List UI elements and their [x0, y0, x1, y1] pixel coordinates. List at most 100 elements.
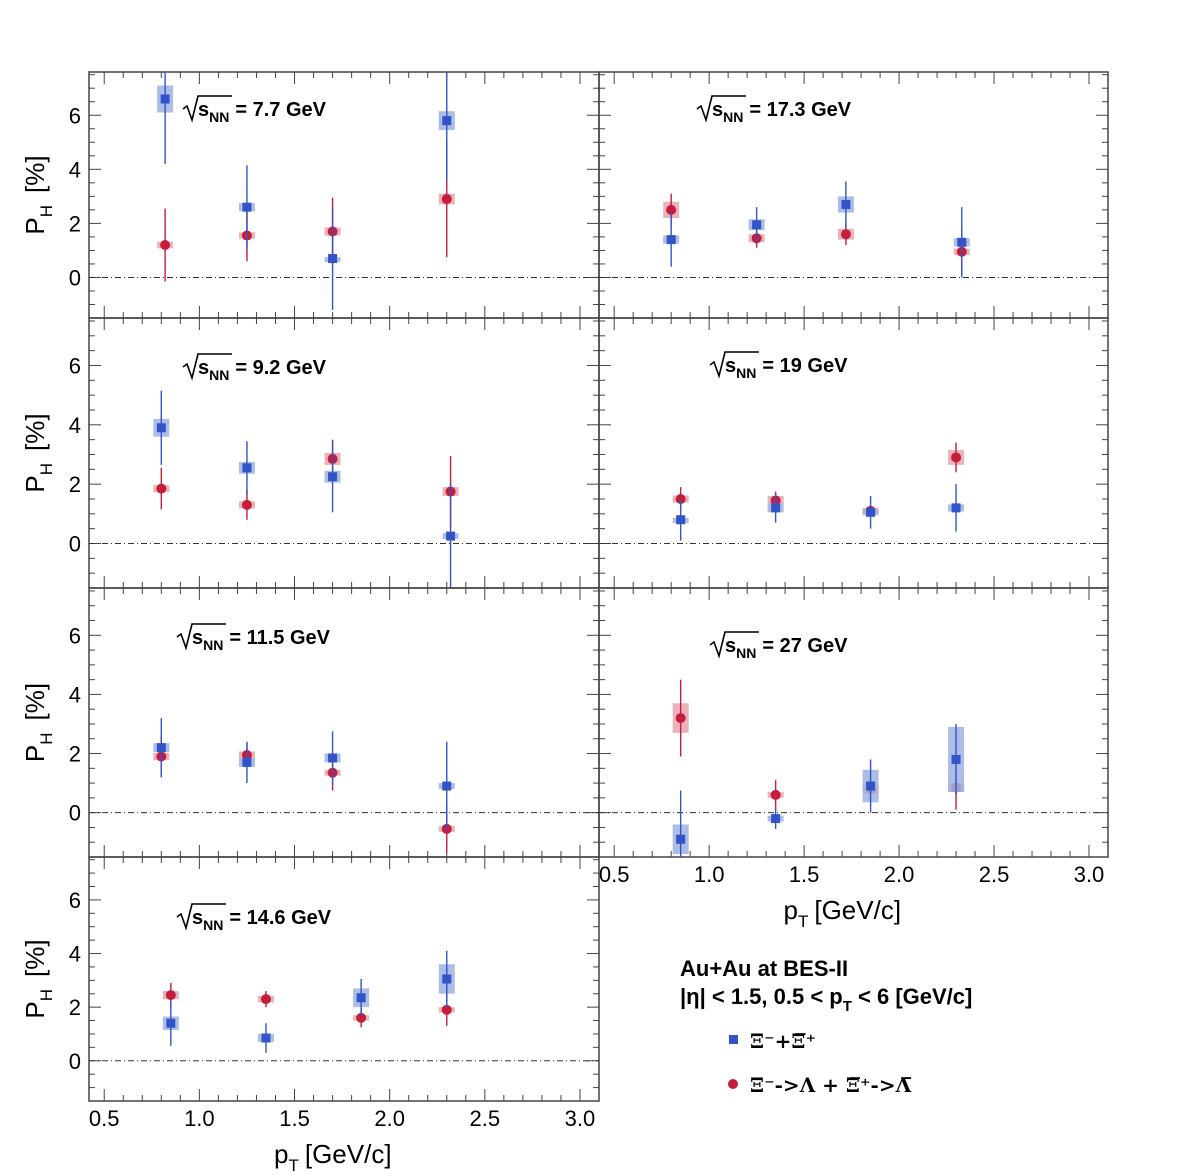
- energy-value: = 7.7 GeV: [235, 99, 326, 121]
- y-tick-label: 6: [69, 353, 81, 378]
- y-axis-title-main: P: [20, 1001, 50, 1018]
- energy-label: sNN = 14.6 GeV: [176, 903, 332, 933]
- xi-marker: [666, 235, 676, 245]
- xi-marker: [328, 254, 338, 264]
- xi-marker: [442, 116, 452, 126]
- energy-sub: NN: [736, 645, 756, 661]
- sqrt-symbol: [176, 623, 226, 651]
- energy-value: = 19 GeV: [762, 355, 848, 377]
- y-axis-title-sub: H: [37, 463, 56, 475]
- x-tick-label: 1.0: [184, 1106, 215, 1131]
- y-axis-title-main: P: [20, 217, 50, 234]
- y-axis-title-sub: H: [37, 989, 56, 1001]
- xi-marker: [771, 503, 781, 513]
- xi-marker: [951, 754, 961, 764]
- energy-value: = 27 GeV: [762, 635, 848, 657]
- panel-frame: [598, 71, 1109, 319]
- y-axis-title-main: P: [20, 475, 50, 492]
- y-tick-label: 0: [69, 801, 81, 826]
- panel-data: [672, 679, 965, 857]
- energy-sub: NN: [209, 367, 229, 383]
- energy-text: sNN = 7.7 GeV: [198, 99, 327, 125]
- y-tick-label: 0: [69, 1049, 81, 1074]
- lambda-marker: [241, 499, 252, 510]
- energy-label: sNN = 19 GeV: [709, 351, 848, 381]
- x-axis-title-main: p: [274, 1139, 288, 1169]
- xi-marker: [328, 753, 338, 763]
- x-tick-label: 3.0: [565, 1106, 596, 1131]
- panel-data: [663, 181, 970, 278]
- y-tick-label: 4: [69, 682, 81, 707]
- lambda-marker: [951, 452, 962, 463]
- x-tick-label: 0.5: [599, 862, 630, 887]
- y-axis-title-unit: [%]: [20, 939, 50, 977]
- energy-prefix: s: [725, 355, 736, 377]
- y-axis-title-sub: H: [37, 205, 56, 217]
- xi-marker: [356, 993, 366, 1003]
- x-tick-label: 2.5: [470, 1106, 501, 1131]
- lambda-marker: [675, 713, 686, 724]
- x-axis-title-main: p: [784, 895, 798, 925]
- energy-text: sNN = 11.5 GeV: [192, 627, 331, 653]
- energy-sub: NN: [723, 109, 743, 125]
- y-tick-label: 2: [69, 995, 81, 1020]
- y-tick-label: 4: [69, 413, 81, 438]
- x-tick-label: 2.0: [884, 862, 915, 887]
- energy-label: sNN = 9.2 GeV: [182, 353, 327, 383]
- xi-marker: [676, 834, 686, 844]
- y-axis-title: PH [%]: [20, 683, 56, 762]
- xi-marker: [841, 199, 851, 209]
- energy-value: = 9.2 GeV: [235, 357, 326, 379]
- xi-marker: [261, 1033, 271, 1043]
- lambda-marker: [441, 194, 452, 205]
- panel-frame: [598, 587, 1109, 858]
- y-axis-title: PH [%]: [20, 413, 56, 492]
- legend-marker-square: [729, 1035, 738, 1044]
- y-axis-title: PH [%]: [20, 155, 56, 234]
- x-tick-label: 1.5: [279, 1106, 310, 1131]
- xi-marker: [160, 94, 170, 104]
- panel-data: [153, 390, 459, 588]
- energy-value: = 17.3 GeV: [749, 99, 851, 121]
- y-tick-label: 6: [69, 623, 81, 648]
- xi-marker: [957, 237, 967, 247]
- x-tick-label: 3.0: [1074, 862, 1105, 887]
- y-tick-label: 2: [69, 742, 81, 767]
- xi-marker: [156, 743, 166, 753]
- energy-label: sNN = 27 GeV: [709, 631, 848, 661]
- x-tick-label: 1.5: [789, 862, 820, 887]
- panel-frame: [598, 317, 1109, 589]
- energy-prefix: s: [198, 99, 209, 121]
- panel-frame: [88, 856, 600, 1102]
- y-axis-title-main: P: [20, 745, 50, 762]
- energy-prefix: s: [712, 99, 723, 121]
- energy-sub: NN: [203, 637, 223, 653]
- xi-marker: [771, 814, 781, 824]
- energy-value: = 14.6 GeV: [229, 907, 331, 929]
- x-tick-label: 2.0: [374, 1106, 405, 1131]
- x-axis-title-unit: [GeV/c]: [305, 1139, 392, 1169]
- y-axis-title-sub: H: [37, 732, 56, 744]
- lambda-marker: [165, 990, 176, 1001]
- legend-title-line2-main: |η| < 1.5, 0.5 < p: [680, 984, 843, 1009]
- energy-sub: NN: [736, 365, 756, 381]
- panel-frame: [88, 587, 600, 858]
- sqrt-symbol: [182, 95, 232, 123]
- sqrt-symbol: [696, 95, 746, 123]
- y-tick-label: 0: [69, 265, 81, 290]
- xi-marker: [242, 202, 252, 212]
- panel-data: [153, 718, 455, 853]
- y-tick-label: 6: [69, 103, 81, 128]
- y-tick-label: 4: [69, 942, 81, 967]
- energy-prefix: s: [725, 635, 736, 657]
- xi-marker: [442, 974, 452, 984]
- x-axis-title-sub: T: [288, 1156, 298, 1175]
- energy-text: sNN = 27 GeV: [725, 635, 848, 661]
- sqrt-symbol: [709, 631, 759, 659]
- legend-label-lambda: Ξ⁻->Λ + Ξ̅⁺->Λ̅: [750, 1073, 912, 1097]
- panel-data: [157, 72, 455, 310]
- lambda-marker: [160, 240, 171, 251]
- legend-title-line2-tail: < 6 [GeV/c]: [852, 984, 972, 1009]
- energy-prefix: s: [198, 357, 209, 379]
- energy-label: sNN = 7.7 GeV: [182, 95, 327, 125]
